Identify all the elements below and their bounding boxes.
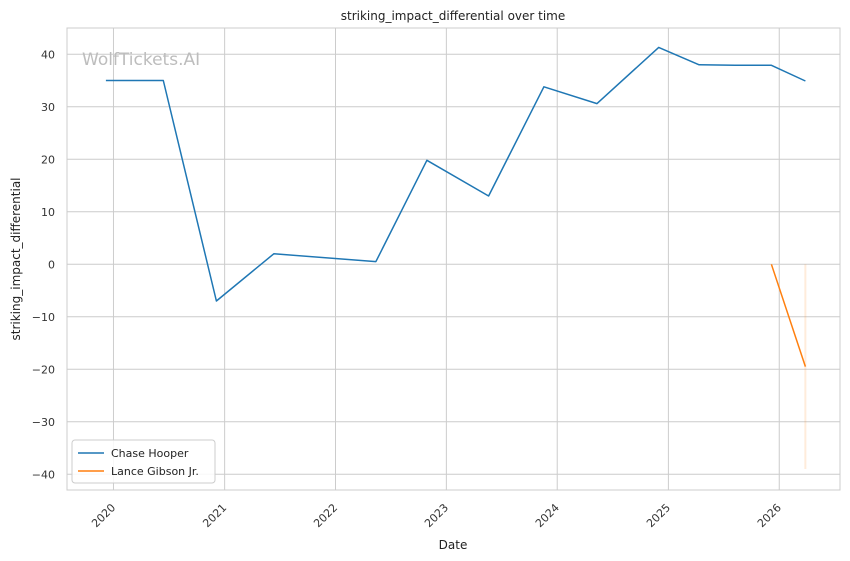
x-tick-label: 2025 xyxy=(644,501,673,530)
y-tick-label: 0 xyxy=(48,258,55,271)
chart-title: striking_impact_differential over time xyxy=(341,9,566,23)
legend-label-lance-gibson-jr: Lance Gibson Jr. xyxy=(111,465,199,478)
watermark-text: WolfTickets.AI xyxy=(82,50,200,70)
x-tick-labels: 2020 2021 2022 2023 2024 2025 2026 xyxy=(89,501,784,530)
x-tick-label: 2022 xyxy=(311,501,340,530)
grid-lines xyxy=(67,28,840,490)
legend-box xyxy=(71,439,216,484)
series-lines xyxy=(105,46,807,367)
y-tick-label: −40 xyxy=(32,468,55,481)
x-tick-label: 2026 xyxy=(755,501,784,530)
y-tick-label: −10 xyxy=(32,311,55,324)
x-tick-label: 2023 xyxy=(422,501,451,530)
y-tick-label: 10 xyxy=(41,206,55,219)
legend-label-chase-hooper: Chase Hooper xyxy=(111,447,189,460)
x-tick-label: 2020 xyxy=(89,501,118,530)
series-line xyxy=(770,264,807,367)
y-tick-label: 30 xyxy=(41,101,55,114)
y-axis-title: striking_impact_differential xyxy=(9,177,23,340)
y-tick-label: 40 xyxy=(41,48,55,61)
plot-area xyxy=(66,27,841,491)
x-axis-title: Date xyxy=(439,538,468,552)
y-tick-label: −30 xyxy=(32,416,55,429)
y-tick-label: −20 xyxy=(32,363,55,376)
uncertainty-bands xyxy=(804,264,807,469)
y-tick-label: 20 xyxy=(41,153,55,166)
y-tick-labels: 40 30 20 10 0 −10 −20 −30 −40 xyxy=(32,48,55,481)
legend: Chase Hooper Lance Gibson Jr. xyxy=(71,439,216,484)
series-line xyxy=(105,46,806,302)
x-tick-label: 2021 xyxy=(200,501,229,530)
x-tick-label: 2024 xyxy=(533,501,562,530)
series-band xyxy=(804,264,807,469)
